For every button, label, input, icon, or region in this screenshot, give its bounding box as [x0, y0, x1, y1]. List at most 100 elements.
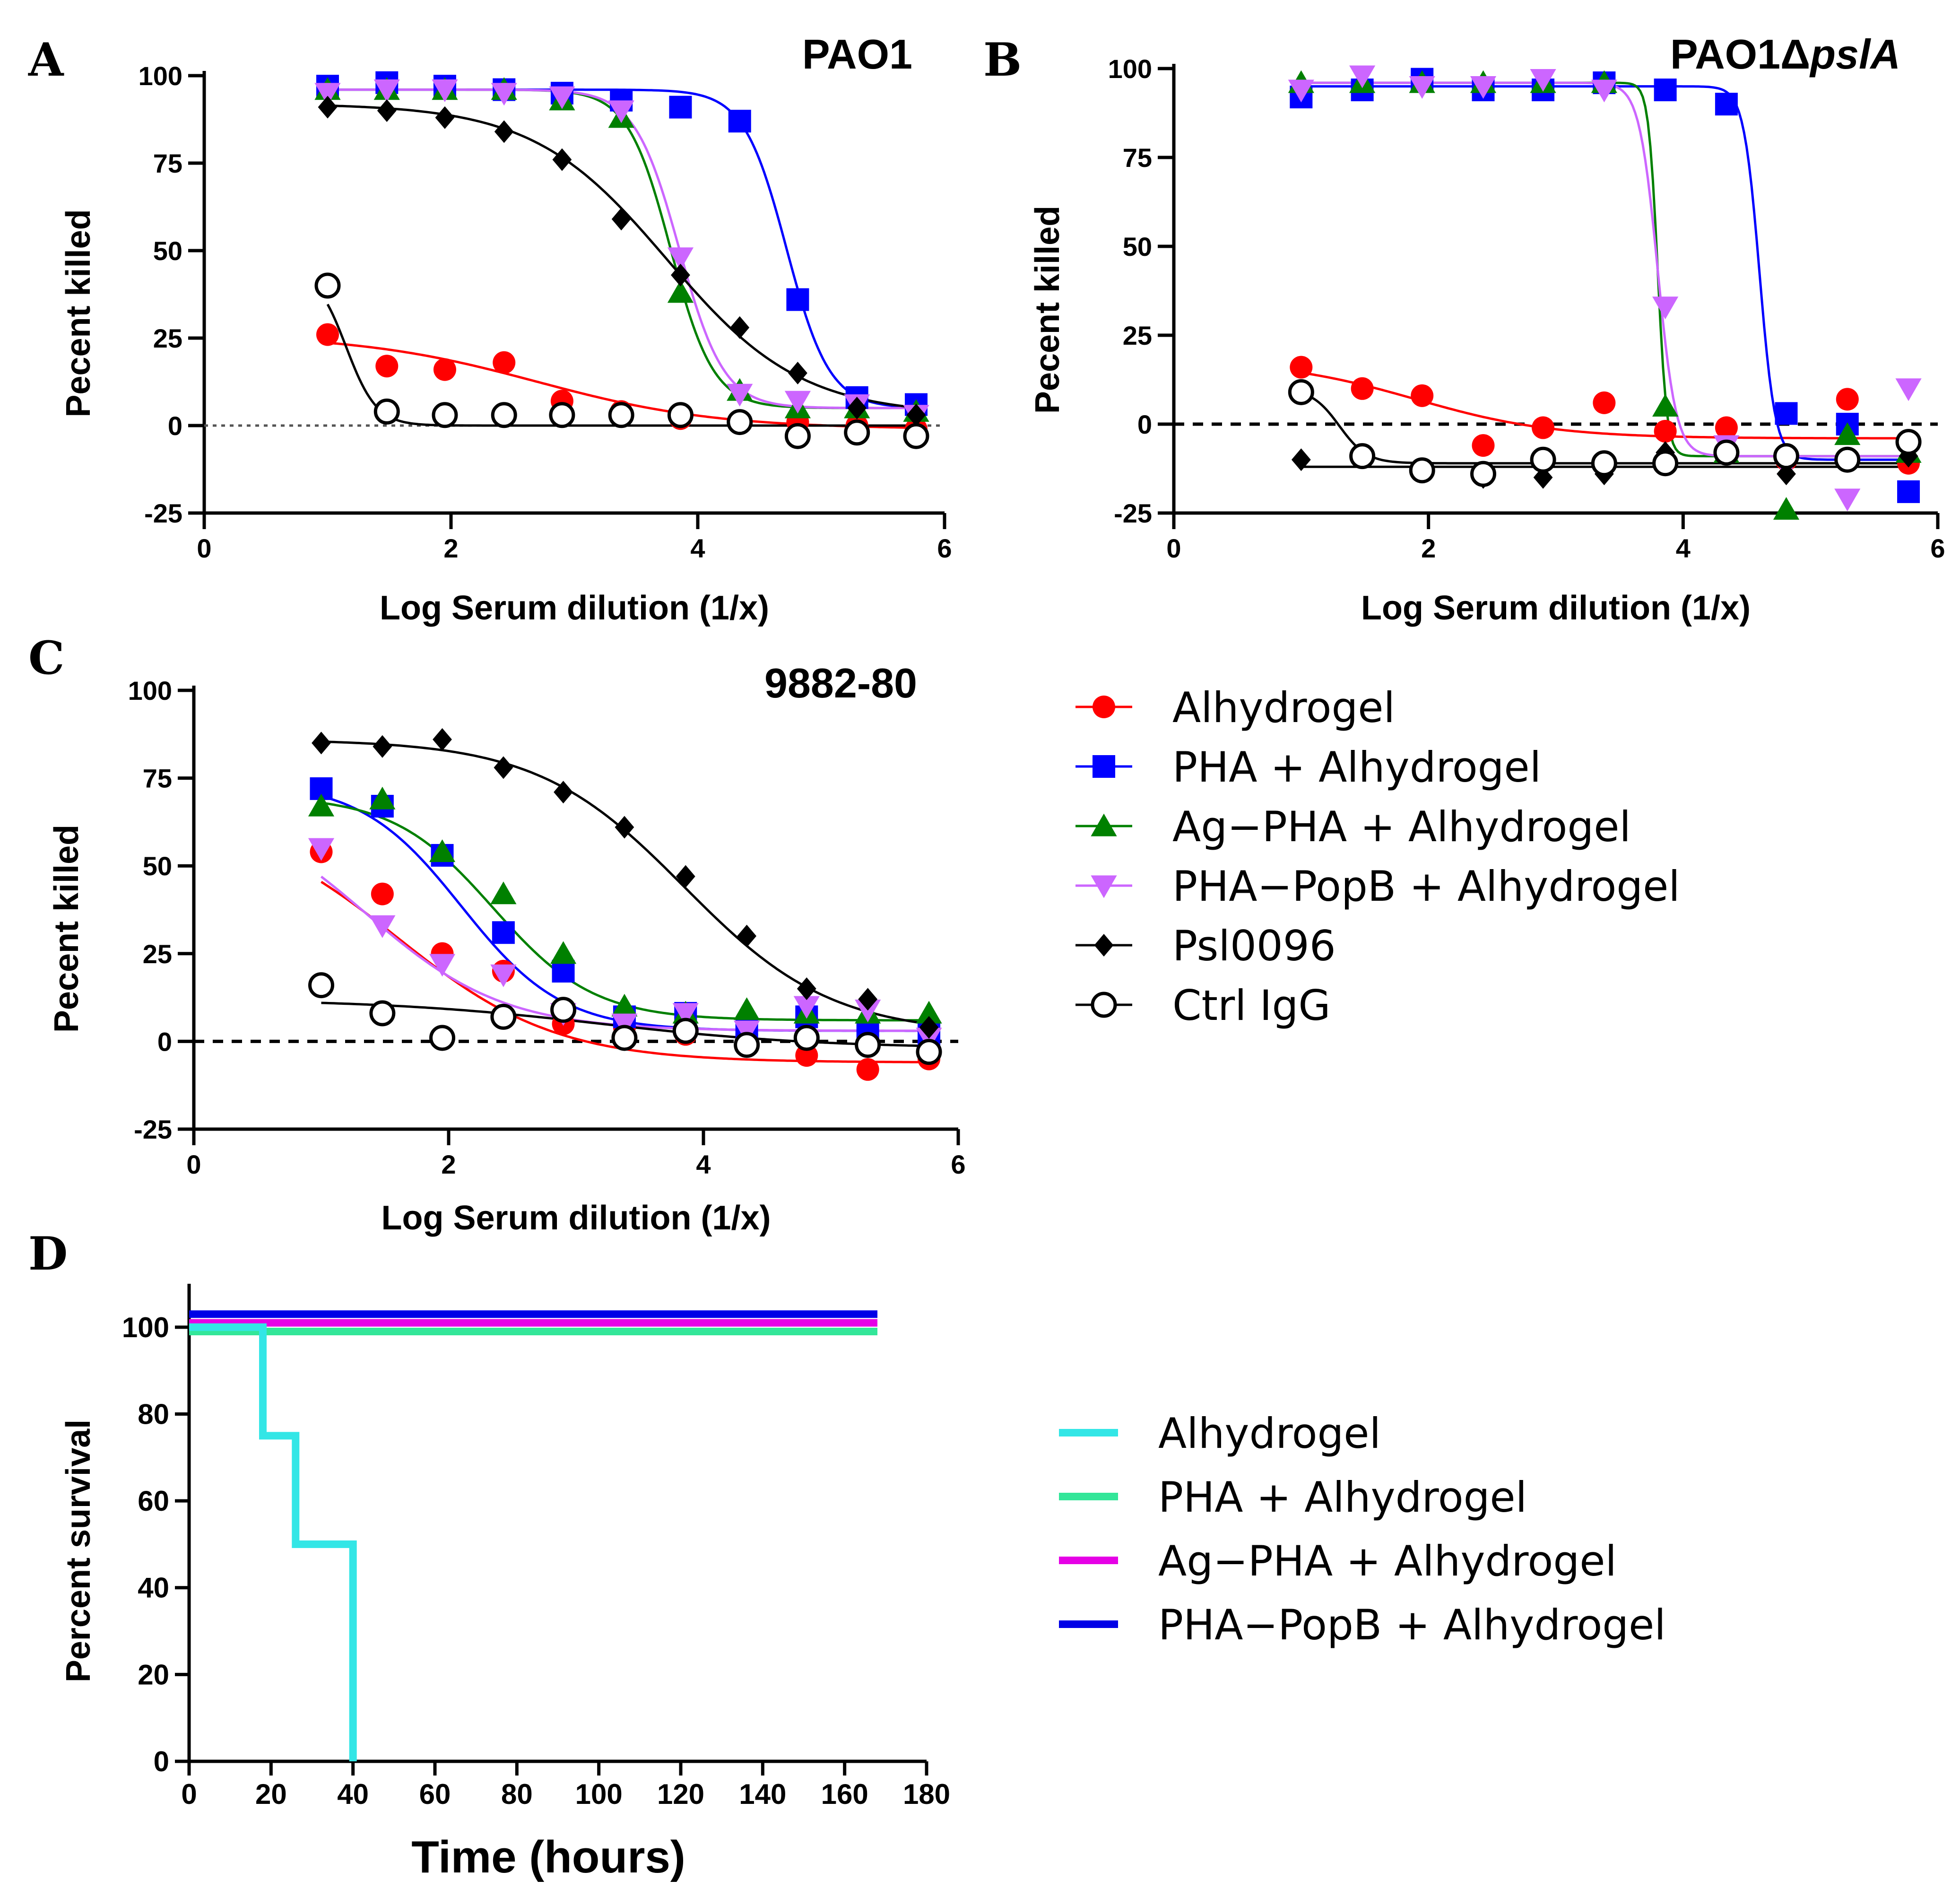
y-tick-label: 100	[1108, 54, 1152, 84]
data-point-alhydrogel	[493, 351, 516, 374]
panel-title: PAO1	[802, 31, 912, 78]
data-point-pha-popb-alhydrogel	[1895, 378, 1922, 401]
data-point-ctrl-igg	[1895, 429, 1922, 455]
data-point-pha-popb-alhydrogel	[667, 247, 694, 270]
data-point-pha-popb-alhydrogel	[1470, 76, 1497, 99]
x-tick-label: 160	[821, 1778, 868, 1810]
fit-curve-ag-pha-alhydrogel	[328, 88, 916, 409]
data-point-alhydrogel	[1351, 377, 1374, 400]
legend-label: Alhydrogel	[1172, 683, 1395, 732]
panel-a: A PAO1 -25 0 25 50 75 100 0 2 4 6 Log Serum dilution…	[28, 31, 952, 627]
x-tick-label: 40	[337, 1778, 369, 1810]
y-tick-label: 75	[143, 764, 172, 793]
data-point-alhydrogel	[375, 355, 399, 378]
data-point-ctrl-igg	[1591, 450, 1617, 477]
y-axis-title: Pecent killed	[48, 825, 86, 1033]
data-point-psl0096	[494, 120, 514, 143]
data-point-ctrl-igg	[1530, 446, 1556, 473]
y-tick-label: 25	[153, 323, 182, 353]
x-tick-label: 0	[181, 1778, 197, 1810]
data-point-pha-popb-alhydrogel	[490, 964, 517, 987]
x-tick-label: 4	[1676, 533, 1691, 563]
x-tick-label: 4	[690, 533, 705, 563]
data-point-alhydrogel	[1411, 384, 1434, 407]
data-point-ctrl-igg	[308, 972, 334, 999]
data-point-psl0096	[494, 756, 513, 779]
y-tick-label: 75	[1123, 143, 1152, 173]
x-tick-label: 140	[739, 1778, 786, 1810]
x-axis-title: Log Serum dilution (1/x)	[382, 1199, 771, 1237]
data-point-pha-popb-alhydrogel	[429, 954, 456, 977]
fit-curve-alhydrogel	[1301, 371, 1909, 440]
y-tick-label: 100	[128, 676, 172, 705]
y-tick-label: 40	[138, 1572, 169, 1604]
x-tick-label: 2	[1421, 533, 1436, 563]
data-point-pha-alhydrogel	[728, 110, 751, 133]
legend-marker	[1091, 992, 1117, 1018]
data-point-alhydrogel	[1593, 391, 1616, 414]
data-point-pha-popb-alhydrogel	[727, 383, 753, 407]
data-point-psl0096	[788, 362, 807, 384]
legend-label: Psl0096	[1172, 922, 1336, 970]
data-point-psl0096	[730, 316, 750, 339]
fit-curve-psl0096	[321, 740, 929, 1026]
data-point-ctrl-igg	[734, 1032, 760, 1058]
y-tick-label: 100	[139, 61, 182, 91]
data-point-pha-alhydrogel	[669, 96, 692, 119]
panel-b: B PAO1ΔpslA -25 0 25 50 75 100 0 2 4 6 Log Serum dil…	[983, 31, 1945, 627]
data-point-ctrl-igg	[903, 423, 929, 449]
panel-letter: B	[983, 33, 1022, 87]
data-point-psl0096	[737, 924, 757, 948]
data-point-pha-popb-alhydrogel	[1349, 65, 1376, 88]
data-point-ctrl-igg	[784, 423, 811, 449]
data-point-ctrl-igg	[1773, 443, 1799, 470]
data-point-pha-alhydrogel	[1715, 93, 1738, 116]
data-point-psl0096	[1533, 466, 1553, 489]
panel-letter: C	[28, 631, 64, 685]
legend-item-psl0096: Psl0096	[1075, 922, 1336, 970]
y-tick-label: 100	[122, 1312, 169, 1343]
data-point-ag-pha-alhydrogel	[1652, 394, 1679, 417]
data-point-pha-popb-alhydrogel	[855, 999, 881, 1022]
legend-label: Alhydrogel	[1158, 1409, 1381, 1458]
x-axis-title: Log Serum dilution (1/x)	[1361, 589, 1751, 627]
y-tick-label: 25	[1123, 321, 1152, 350]
y-tick-label: 50	[1123, 232, 1152, 261]
y-tick-label: 0	[154, 1746, 169, 1777]
data-point-pha-popb-alhydrogel	[549, 86, 575, 109]
y-tick-label: 80	[138, 1398, 169, 1430]
legend-label: Ag−PHA + Alhydrogel	[1172, 802, 1631, 851]
x-tick-label: 2	[443, 533, 458, 563]
data-point-ctrl-igg	[429, 1025, 456, 1051]
x-axis-title: Log Serum dilution (1/x)	[380, 589, 769, 627]
data-point-pha-alhydrogel	[1775, 402, 1798, 425]
y-tick-label: 0	[168, 411, 182, 441]
x-tick-label: 6	[1930, 533, 1945, 563]
data-point-psl0096	[1291, 448, 1311, 471]
data-point-psl0096	[797, 977, 816, 1001]
panel-title: 9882-80	[764, 660, 917, 706]
x-tick-label: 100	[575, 1778, 623, 1810]
data-point-pha-popb-alhydrogel	[373, 79, 400, 102]
data-point-alhydrogel	[856, 1058, 879, 1081]
legend-item-ag-pha-alhydrogel: Ag−PHA + Alhydrogel	[1075, 802, 1631, 851]
data-point-pha-popb-alhydrogel	[1409, 76, 1435, 99]
legend-marker	[1094, 934, 1114, 957]
data-point-ctrl-igg	[432, 402, 458, 428]
x-tick-label: 80	[501, 1778, 533, 1810]
data-point-ctrl-igg	[608, 402, 634, 428]
data-point-pha-alhydrogel	[786, 288, 809, 311]
x-tick-label: 0	[1166, 533, 1181, 563]
y-tick-label: 60	[138, 1485, 169, 1517]
legend-marker	[1093, 755, 1115, 778]
data-point-ctrl-igg	[916, 1039, 942, 1065]
data-point-ag-pha-alhydrogel	[550, 941, 577, 964]
data-point-pha-popb-alhydrogel	[369, 915, 396, 938]
data-point-pha-popb-alhydrogel	[314, 83, 341, 106]
data-point-ctrl-igg	[314, 272, 341, 299]
legend-item-pha-alhydrogel: PHA + Alhydrogel	[1059, 1473, 1527, 1522]
x-tick-label: 2	[441, 1149, 456, 1179]
data-point-ctrl-igg	[1834, 446, 1861, 473]
x-tick-label: 20	[255, 1778, 287, 1810]
legend-label: Ag−PHA + Alhydrogel	[1158, 1537, 1617, 1585]
